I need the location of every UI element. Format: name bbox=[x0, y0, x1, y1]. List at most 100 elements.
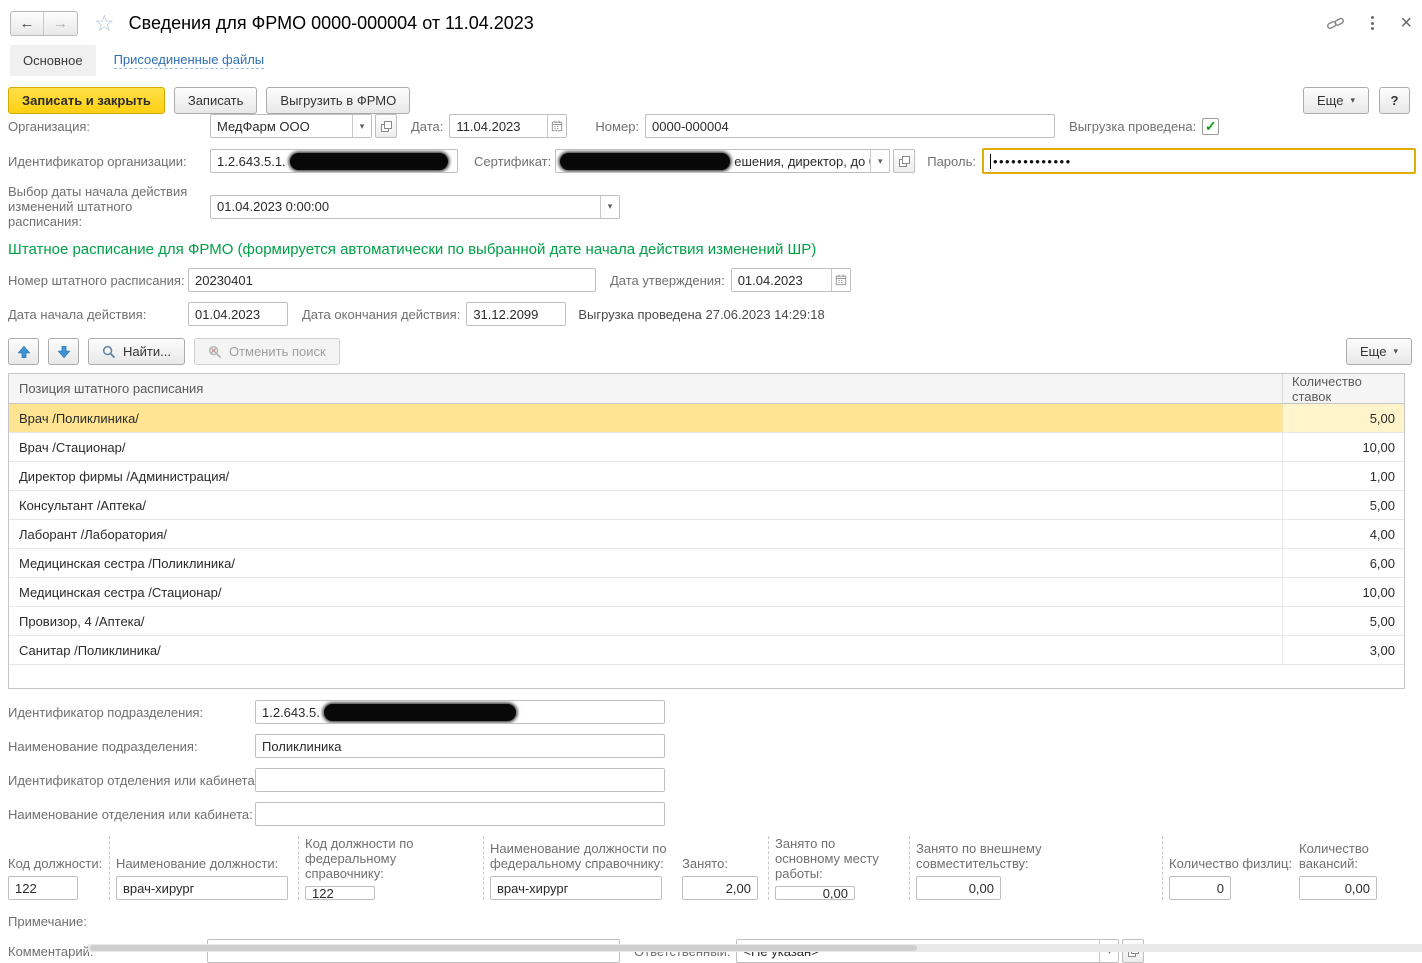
column-header-position[interactable]: Позиция штатного расписания bbox=[19, 381, 204, 396]
save-and-close-button[interactable]: Записать и закрыть bbox=[8, 87, 165, 114]
calendar-icon[interactable] bbox=[830, 269, 850, 291]
calendar-icon[interactable] bbox=[547, 115, 567, 137]
certificate-field[interactable]: ешения, директор, до 01.20 ▾ bbox=[555, 149, 891, 173]
vacancies-count-label: Количество вакансий: bbox=[1299, 841, 1369, 871]
back-button[interactable]: ← bbox=[11, 11, 44, 35]
fed-code-field[interactable]: 122 bbox=[305, 886, 375, 900]
begin-date-field[interactable]: 01.04.2023 bbox=[188, 302, 288, 326]
divider bbox=[1162, 836, 1163, 900]
rate-cell: 1,00 bbox=[1282, 462, 1404, 490]
table-row[interactable]: Врач /Поликлиника/ 5,00 bbox=[9, 404, 1404, 433]
more-button[interactable]: Еще ▾ bbox=[1303, 87, 1369, 114]
forward-button[interactable]: → bbox=[44, 12, 77, 35]
dept-name-field[interactable]: Поликлиника bbox=[255, 734, 665, 758]
table-row[interactable]: Врач /Стационар/ 10,00 bbox=[9, 433, 1404, 462]
schedule-row-1: Номер штатного расписания: 20230401 Дата… bbox=[8, 268, 1416, 292]
dropdown-arrow-icon[interactable]: ▾ bbox=[352, 115, 371, 137]
position-name-label: Наименование должности: bbox=[116, 856, 279, 871]
tab-main[interactable]: Основное bbox=[10, 44, 96, 76]
upload-done-checkbox[interactable]: ✓ bbox=[1202, 117, 1220, 135]
kebab-menu-icon[interactable] bbox=[1369, 14, 1376, 32]
link-icon[interactable] bbox=[1326, 14, 1345, 33]
occupied-external-label: Занято по внешнему совместительству: bbox=[916, 841, 1042, 871]
move-down-button[interactable] bbox=[48, 338, 79, 365]
divider bbox=[109, 836, 110, 900]
table-row[interactable]: Провизор, 4 /Аптека/ 5,00 bbox=[9, 607, 1404, 636]
dropdown-arrow-icon[interactable]: ▾ bbox=[870, 150, 890, 172]
divider bbox=[298, 836, 299, 900]
approve-date-field[interactable]: 01.04.2023 bbox=[730, 268, 851, 292]
persons-count-label: Количество физлиц: bbox=[1169, 856, 1293, 871]
divider bbox=[768, 836, 769, 900]
rate-cell: 3,00 bbox=[1282, 636, 1404, 664]
scrollbar-thumb[interactable] bbox=[90, 945, 918, 951]
dept-id-field[interactable]: 1.2.643.5. bbox=[255, 700, 665, 724]
position-details-grid: Код должности: 122 Наименование должност… bbox=[8, 836, 1416, 900]
form-row-start-date: Выбор даты начала действия изменений шта… bbox=[8, 184, 1416, 229]
position-code-field[interactable]: 122 bbox=[8, 876, 78, 900]
close-icon[interactable]: × bbox=[1400, 12, 1412, 34]
table-row[interactable]: Директор фирмы /Администрация/ 1,00 bbox=[9, 462, 1404, 491]
rate-cell: 10,00 bbox=[1282, 578, 1404, 606]
date-field[interactable]: 11.04.2023 bbox=[449, 114, 568, 138]
staff-positions-table[interactable]: Позиция штатного расписания Количество с… bbox=[8, 373, 1405, 689]
unit-name-label: Наименование отделения или кабинета: bbox=[8, 806, 253, 822]
fed-name-field[interactable]: врач-хирург bbox=[490, 876, 662, 900]
organization-field[interactable]: МедФарм ООО ▾ bbox=[210, 114, 372, 138]
end-date-label: Дата окончания действия: bbox=[302, 306, 461, 322]
unit-name-field[interactable] bbox=[255, 802, 665, 826]
help-button[interactable]: ? bbox=[1379, 87, 1410, 114]
move-up-button[interactable] bbox=[8, 338, 39, 365]
unit-id-row: Идентификатор отделения или кабинета: bbox=[8, 768, 1416, 792]
dropdown-arrow-icon[interactable]: ▾ bbox=[600, 195, 619, 218]
occupied-field[interactable]: 2,00 bbox=[682, 876, 758, 900]
table-row[interactable]: Консультант /Аптека/ 5,00 bbox=[9, 491, 1404, 520]
unit-id-field[interactable] bbox=[255, 768, 665, 792]
position-cell: Лаборант /Лаборатория/ bbox=[19, 526, 168, 542]
certificate-open-button[interactable] bbox=[893, 149, 916, 173]
arrow-down-icon bbox=[57, 345, 70, 358]
arrow-up-icon bbox=[17, 345, 30, 358]
table-toolbar: Найти... Отменить поиск Еще ▾ bbox=[8, 338, 1414, 365]
start-date-field[interactable]: 01.04.2023 0:00:00 ▾ bbox=[210, 194, 620, 219]
position-cell: Санитар /Поликлиника/ bbox=[19, 642, 161, 658]
end-date-field[interactable]: 31.12.2099 bbox=[466, 302, 567, 326]
schedule-number-field[interactable]: 20230401 bbox=[188, 268, 596, 292]
password-field[interactable]: ••••••••••••• bbox=[981, 148, 1416, 174]
schedule-number-label: Номер штатного расписания: bbox=[8, 272, 185, 288]
persons-count-field[interactable]: 0 bbox=[1169, 876, 1231, 900]
occupied-main-field[interactable]: 0,00 bbox=[775, 886, 855, 900]
horizontal-scrollbar[interactable] bbox=[88, 944, 1422, 952]
table-row[interactable]: Медицинская сестра /Поликлиника/ 6,00 bbox=[9, 549, 1404, 578]
schedule-row-2: Дата начала действия: 01.04.2023 Дата ок… bbox=[8, 302, 1416, 326]
nav-buttons: ← → bbox=[10, 10, 78, 36]
position-cell: Медицинская сестра /Стационар/ bbox=[19, 584, 222, 600]
redaction bbox=[289, 152, 448, 170]
fed-code-label: Код должности по федеральному справочник… bbox=[305, 836, 414, 881]
form-row-identifiers: Идентификатор организации: 1.2.643.5.1. … bbox=[8, 148, 1416, 174]
unit-name-row: Наименование отделения или кабинета: bbox=[8, 802, 1416, 826]
org-id-field[interactable]: 1.2.643.5.1. bbox=[210, 149, 458, 173]
upload-to-frmo-button[interactable]: Выгрузить в ФРМО bbox=[266, 87, 411, 114]
text-cursor bbox=[989, 153, 991, 169]
column-header-rate[interactable]: Количество ставок bbox=[1282, 374, 1404, 404]
position-name-field[interactable]: врач-хирург bbox=[116, 876, 288, 900]
table-row[interactable]: Лаборант /Лаборатория/ 4,00 bbox=[9, 520, 1404, 549]
organization-open-button[interactable] bbox=[375, 114, 397, 138]
occupied-external-field[interactable]: 0,00 bbox=[916, 876, 1001, 900]
table-more-button[interactable]: Еще ▾ bbox=[1346, 338, 1412, 365]
save-button[interactable]: Записать bbox=[173, 87, 258, 114]
position-cell: Консультант /Аптека/ bbox=[19, 497, 146, 513]
table-row[interactable]: Санитар /Поликлиника/ 3,00 bbox=[9, 636, 1404, 665]
schedule-section-title: Штатное расписание для ФРМО (формируется… bbox=[8, 241, 817, 258]
table-row[interactable]: Медицинская сестра /Стационар/ 10,00 bbox=[9, 578, 1404, 607]
rate-cell: 4,00 bbox=[1282, 520, 1404, 548]
number-field[interactable]: 0000-000004 bbox=[645, 114, 1056, 138]
vacancies-count-field[interactable]: 0,00 bbox=[1299, 876, 1377, 900]
find-button[interactable]: Найти... bbox=[88, 338, 185, 365]
tab-attached-files[interactable]: Присоединенные файлы bbox=[113, 51, 265, 69]
favorite-star-icon[interactable]: ☆ bbox=[94, 9, 115, 36]
window-header: ← → ☆ Сведения для ФРМО 0000-000004 от 1… bbox=[0, 0, 1422, 38]
rate-cell: 10,00 bbox=[1282, 433, 1404, 461]
search-cancel-icon bbox=[208, 345, 222, 358]
